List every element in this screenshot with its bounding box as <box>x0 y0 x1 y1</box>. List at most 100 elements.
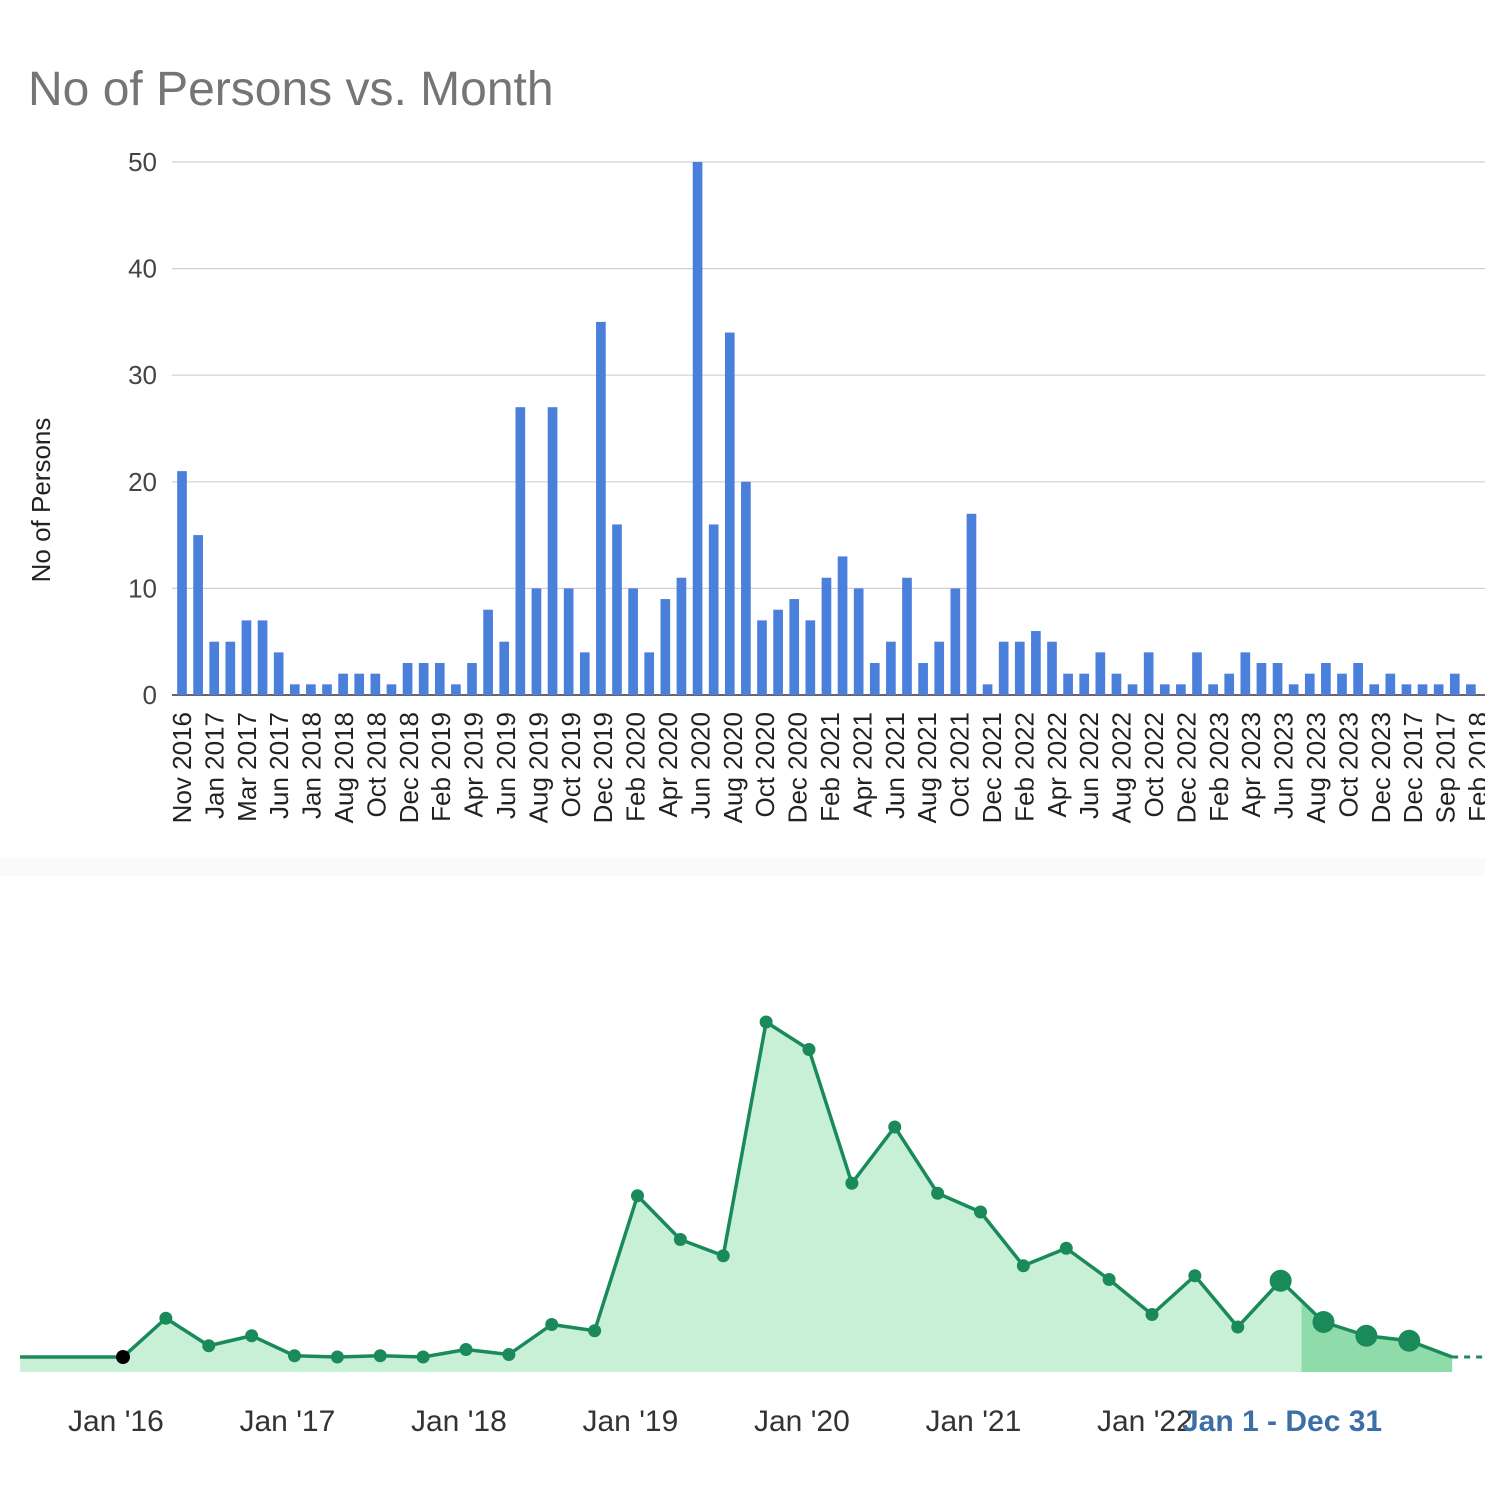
bar[interactable] <box>918 663 928 695</box>
bar[interactable] <box>386 684 397 695</box>
bar[interactable] <box>483 609 493 695</box>
bar[interactable] <box>1143 652 1154 695</box>
bar[interactable] <box>741 481 751 695</box>
bar[interactable] <box>1014 641 1025 695</box>
bar[interactable] <box>644 652 655 695</box>
data-point[interactable] <box>1145 1308 1159 1321</box>
data-point[interactable] <box>802 1043 816 1056</box>
bar[interactable] <box>1449 673 1460 695</box>
data-point[interactable] <box>1312 1311 1335 1333</box>
bar[interactable] <box>628 588 638 695</box>
bar[interactable] <box>676 577 687 695</box>
bar[interactable] <box>1208 684 1218 695</box>
bar[interactable] <box>596 321 606 695</box>
data-point[interactable] <box>330 1350 344 1364</box>
bar[interactable] <box>1417 684 1428 695</box>
bar[interactable] <box>1353 663 1363 695</box>
bar[interactable] <box>805 620 816 695</box>
bar[interactable] <box>273 652 284 695</box>
bar[interactable] <box>1401 684 1412 695</box>
data-point[interactable] <box>1231 1320 1245 1334</box>
bar[interactable] <box>821 577 832 695</box>
data-point[interactable] <box>673 1233 687 1246</box>
data-point[interactable] <box>888 1120 902 1134</box>
bar[interactable] <box>322 684 332 695</box>
bar[interactable] <box>193 535 203 695</box>
bar[interactable] <box>1079 673 1090 695</box>
bar[interactable] <box>837 556 848 695</box>
bar[interactable] <box>547 407 558 695</box>
data-point[interactable] <box>1102 1273 1116 1286</box>
bar[interactable] <box>1224 673 1235 695</box>
bar[interactable] <box>902 577 912 695</box>
data-point[interactable] <box>373 1349 387 1363</box>
bar[interactable] <box>306 684 316 695</box>
date-range-label[interactable]: Jan 1 - Dec 31 <box>1182 1405 1382 1438</box>
data-point[interactable] <box>588 1324 602 1338</box>
data-point[interactable] <box>845 1176 859 1190</box>
bar[interactable] <box>660 599 671 695</box>
bar[interactable] <box>1256 663 1267 695</box>
data-point[interactable] <box>545 1318 559 1331</box>
bar[interactable] <box>1031 631 1041 695</box>
bar[interactable] <box>853 588 864 695</box>
bar[interactable] <box>1321 663 1331 695</box>
data-point[interactable] <box>202 1339 216 1353</box>
bar[interactable] <box>370 673 381 695</box>
bar[interactable] <box>934 641 945 695</box>
data-point[interactable] <box>288 1349 301 1363</box>
data-point[interactable] <box>974 1205 987 1219</box>
bar[interactable] <box>467 663 477 695</box>
bar[interactable] <box>1111 673 1122 695</box>
bar[interactable] <box>1047 641 1057 695</box>
bar[interactable] <box>1433 684 1444 695</box>
bar[interactable] <box>241 620 252 695</box>
data-point[interactable] <box>1059 1241 1073 1255</box>
bar[interactable] <box>1063 673 1073 695</box>
bar[interactable] <box>499 641 510 695</box>
bar[interactable] <box>338 673 348 695</box>
bar[interactable] <box>773 609 783 695</box>
bar[interactable] <box>708 524 719 695</box>
data-point[interactable] <box>716 1249 730 1263</box>
data-point[interactable] <box>416 1350 430 1364</box>
bar[interactable] <box>579 652 590 695</box>
data-point[interactable] <box>1398 1329 1421 1352</box>
bar[interactable] <box>1272 663 1283 695</box>
data-point[interactable] <box>631 1189 644 1203</box>
bar[interactable] <box>612 524 622 695</box>
bar[interactable] <box>354 673 365 695</box>
bar[interactable] <box>950 588 961 695</box>
data-point[interactable] <box>459 1343 473 1356</box>
bar[interactable] <box>257 620 268 695</box>
bar[interactable] <box>1192 652 1202 695</box>
bar[interactable] <box>531 588 542 695</box>
bar[interactable] <box>998 641 1009 695</box>
bar[interactable] <box>886 641 896 695</box>
data-point[interactable] <box>931 1186 945 1200</box>
bar[interactable] <box>1127 684 1138 695</box>
data-point[interactable] <box>502 1348 516 1361</box>
bar[interactable] <box>724 332 735 695</box>
bar[interactable] <box>1304 673 1315 695</box>
bar[interactable] <box>1466 684 1476 695</box>
data-point[interactable] <box>159 1311 173 1325</box>
bar[interactable] <box>289 684 300 695</box>
bar[interactable] <box>966 513 977 695</box>
data-point[interactable] <box>759 1015 773 1029</box>
data-point[interactable] <box>116 1350 130 1364</box>
bar[interactable] <box>434 663 445 695</box>
bar[interactable] <box>177 471 187 695</box>
bar[interactable] <box>982 684 993 695</box>
bar[interactable] <box>209 641 220 695</box>
bar[interactable] <box>1095 652 1106 695</box>
data-point[interactable] <box>1188 1269 1202 1283</box>
bar[interactable] <box>418 663 429 695</box>
bar[interactable] <box>1240 652 1251 695</box>
bar[interactable] <box>563 588 574 695</box>
data-point[interactable] <box>1016 1259 1030 1273</box>
bar[interactable] <box>451 684 461 695</box>
bar[interactable] <box>1159 684 1170 695</box>
bar[interactable] <box>1288 684 1299 695</box>
data-point[interactable] <box>1269 1269 1292 1292</box>
